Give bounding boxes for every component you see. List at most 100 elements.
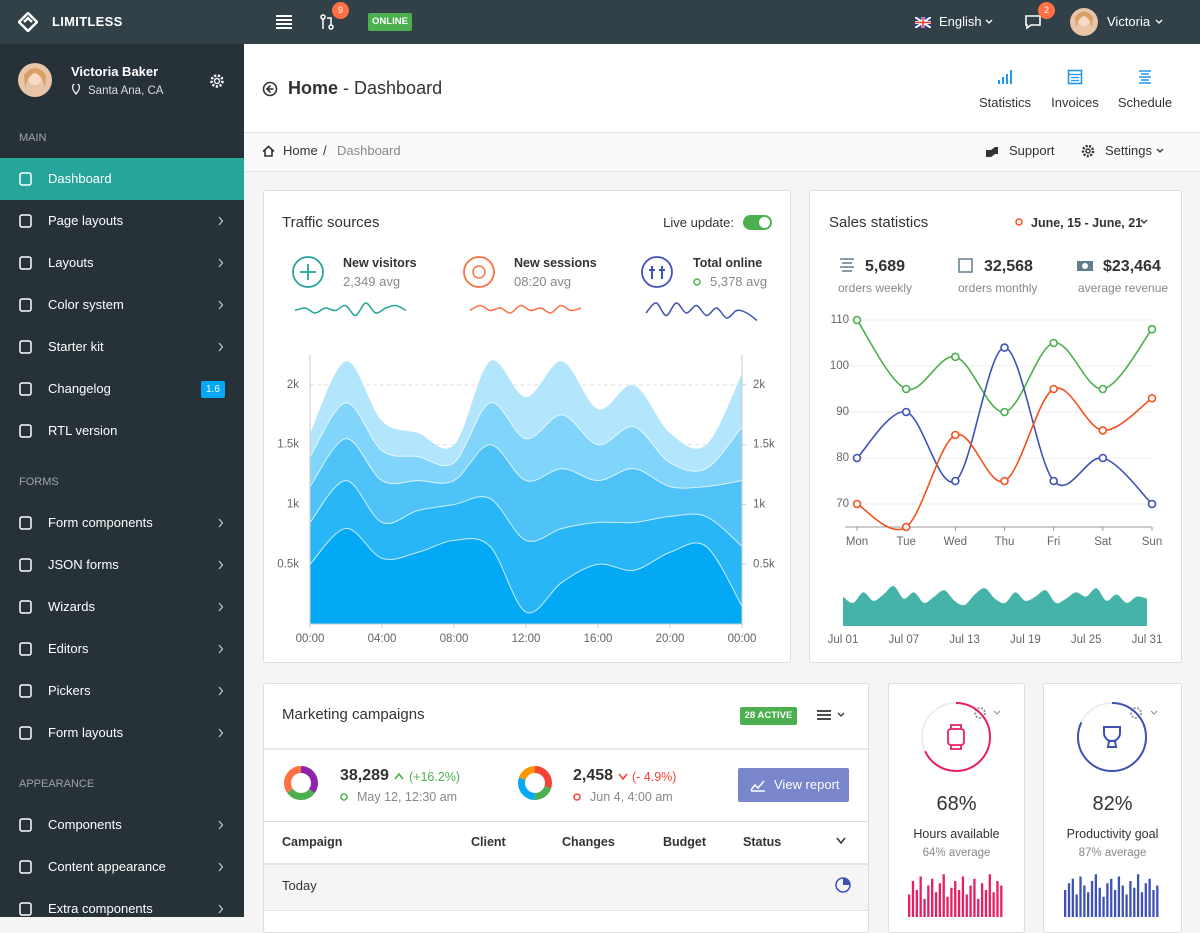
- page-subtitle: - Dashboard: [343, 78, 443, 98]
- sidebar-item-label: Pickers: [48, 683, 91, 698]
- sidebar-item[interactable]: Extra components: [0, 888, 244, 930]
- invoices-icon: [1067, 69, 1083, 85]
- sidebar-item[interactable]: Components: [0, 804, 244, 846]
- breadcrumb-bar: Home / Dashboard Support Settings: [244, 133, 1200, 172]
- sidebar-item[interactable]: Form components: [0, 502, 244, 544]
- chevron: [218, 560, 224, 570]
- sidebar-item[interactable]: Starter kit: [0, 326, 244, 368]
- column-header: Client: [471, 835, 506, 849]
- chevron: [985, 19, 993, 24]
- chevron: [218, 644, 224, 654]
- chevron: [1155, 19, 1163, 24]
- back-icon[interactable]: [262, 81, 278, 97]
- chevron: [218, 904, 224, 914]
- sidebar-section-title: APPEARANCE: [19, 778, 95, 790]
- sidebar-item-label: Page layouts: [48, 213, 124, 228]
- sidebar-item-label: JSON forms: [48, 557, 119, 572]
- sidebar-icon: [19, 340, 32, 354]
- sidebar-item[interactable]: Editors: [0, 628, 244, 670]
- view-report-button[interactable]: View report: [738, 768, 849, 802]
- icon-shape: [19, 172, 32, 186]
- sidebar-item[interactable]: Content appearance: [0, 846, 244, 888]
- settings-link[interactable]: Settings: [1105, 143, 1152, 158]
- submenu-chevron: [218, 518, 224, 528]
- sales-card: Sales statistics June, 15 - June, 21 5,6…: [809, 190, 1182, 663]
- icon-shape: [19, 860, 32, 874]
- card-title: Sales statistics: [829, 214, 929, 231]
- settings-icon[interactable]: [209, 73, 225, 89]
- chevron: [218, 258, 224, 268]
- pin-icon: [72, 84, 80, 95]
- navbar: LIMITLESS 9 ONLINE English 2 Victoria: [0, 0, 1200, 44]
- stat-value: 5,378 avg: [710, 274, 768, 289]
- sidebar-item[interactable]: Layouts: [0, 242, 244, 284]
- live-update-label: Live update:: [663, 215, 734, 230]
- active-badge: 28 ACTIVE: [740, 707, 797, 725]
- campaign-stat-change: (+16.2%): [409, 770, 461, 784]
- date-range[interactable]: June, 15 - June, 21: [1031, 216, 1143, 230]
- sidebar-item-label: Editors: [48, 641, 89, 656]
- sidebar-section-title: FORMS: [19, 476, 59, 488]
- live-update-toggle[interactable]: [743, 215, 773, 231]
- sidebar-item[interactable]: JSON forms: [0, 544, 244, 586]
- sidebar-item-label: Changelog: [48, 381, 111, 396]
- icon-shape: [19, 340, 32, 354]
- icon-shape: [19, 902, 32, 916]
- schedule-icon: [1139, 70, 1151, 84]
- sidebar-badge: 1.6: [201, 381, 225, 398]
- submenu-chevron: [218, 644, 224, 654]
- sidebar-item[interactable]: Pickers: [0, 670, 244, 712]
- support-link[interactable]: Support: [1009, 143, 1055, 158]
- user-name[interactable]: Victoria: [1107, 14, 1151, 29]
- sidebar-item[interactable]: Form layouts: [0, 712, 244, 754]
- sidebar-item[interactable]: Page layouts: [0, 200, 244, 242]
- submenu-chevron: [218, 258, 224, 268]
- icon-shape: [19, 214, 32, 228]
- header-action[interactable]: Schedule: [1117, 95, 1173, 110]
- breadcrumb-item[interactable]: Home: [283, 143, 318, 158]
- sidebar-icon: [19, 684, 32, 698]
- pull-requests-icon[interactable]: [320, 14, 334, 30]
- sidebar-icon: [19, 860, 32, 874]
- sidebar-icon: [19, 902, 32, 916]
- divider: [264, 748, 868, 750]
- sidebar-icon: [19, 726, 32, 740]
- sidebar-item[interactable]: Wizards: [0, 586, 244, 628]
- menu-toggle[interactable]: [276, 15, 292, 29]
- breadcrumb-separator: /: [323, 143, 327, 158]
- column-header: Campaign: [282, 835, 343, 849]
- sidebar-item-label: RTL version: [48, 423, 118, 438]
- sidebar-section-title: MAIN: [19, 132, 47, 144]
- progress-subtitle: 87% average: [1078, 847, 1147, 859]
- progress-card: 82% Productivity goal 87% average: [1043, 683, 1182, 933]
- column-header: Status: [743, 835, 782, 849]
- group-row: Today: [264, 863, 868, 911]
- messages-icon[interactable]: [1024, 13, 1042, 31]
- user-avatar[interactable]: [1070, 8, 1098, 36]
- header-action[interactable]: Invoices: [1051, 95, 1099, 110]
- submenu-chevron: [218, 904, 224, 914]
- chevron: [218, 686, 224, 696]
- sidebar-item-label: Layouts: [48, 255, 94, 270]
- sidebar-item[interactable]: Color system: [0, 284, 244, 326]
- progress-value: 82%: [1092, 793, 1133, 815]
- progress-subtitle: 64% average: [922, 847, 991, 859]
- icon-shape: [19, 558, 32, 572]
- sidebar-item[interactable]: Dashboard: [0, 158, 244, 200]
- submenu-chevron: [218, 820, 224, 830]
- chevron: [218, 342, 224, 352]
- sidebar-icon: [19, 818, 32, 832]
- header-action[interactable]: Statistics: [978, 95, 1031, 110]
- sidebar-item-label: Content appearance: [48, 859, 166, 874]
- campaign-stat-change: (- 4.9%): [632, 770, 677, 784]
- progress-title: Hours available: [913, 827, 1000, 841]
- campaign-stat-value: 38,289: [340, 767, 389, 784]
- status-badge: ONLINE: [368, 13, 412, 31]
- sidebar-item[interactable]: RTL version: [0, 410, 244, 452]
- sidebar-item[interactable]: Changelog 1.6: [0, 368, 244, 410]
- sidebar-icon: [19, 256, 32, 270]
- language[interactable]: English: [939, 14, 982, 29]
- sales-stat-label: average revenue: [1078, 281, 1169, 295]
- icon-shape: [19, 298, 32, 312]
